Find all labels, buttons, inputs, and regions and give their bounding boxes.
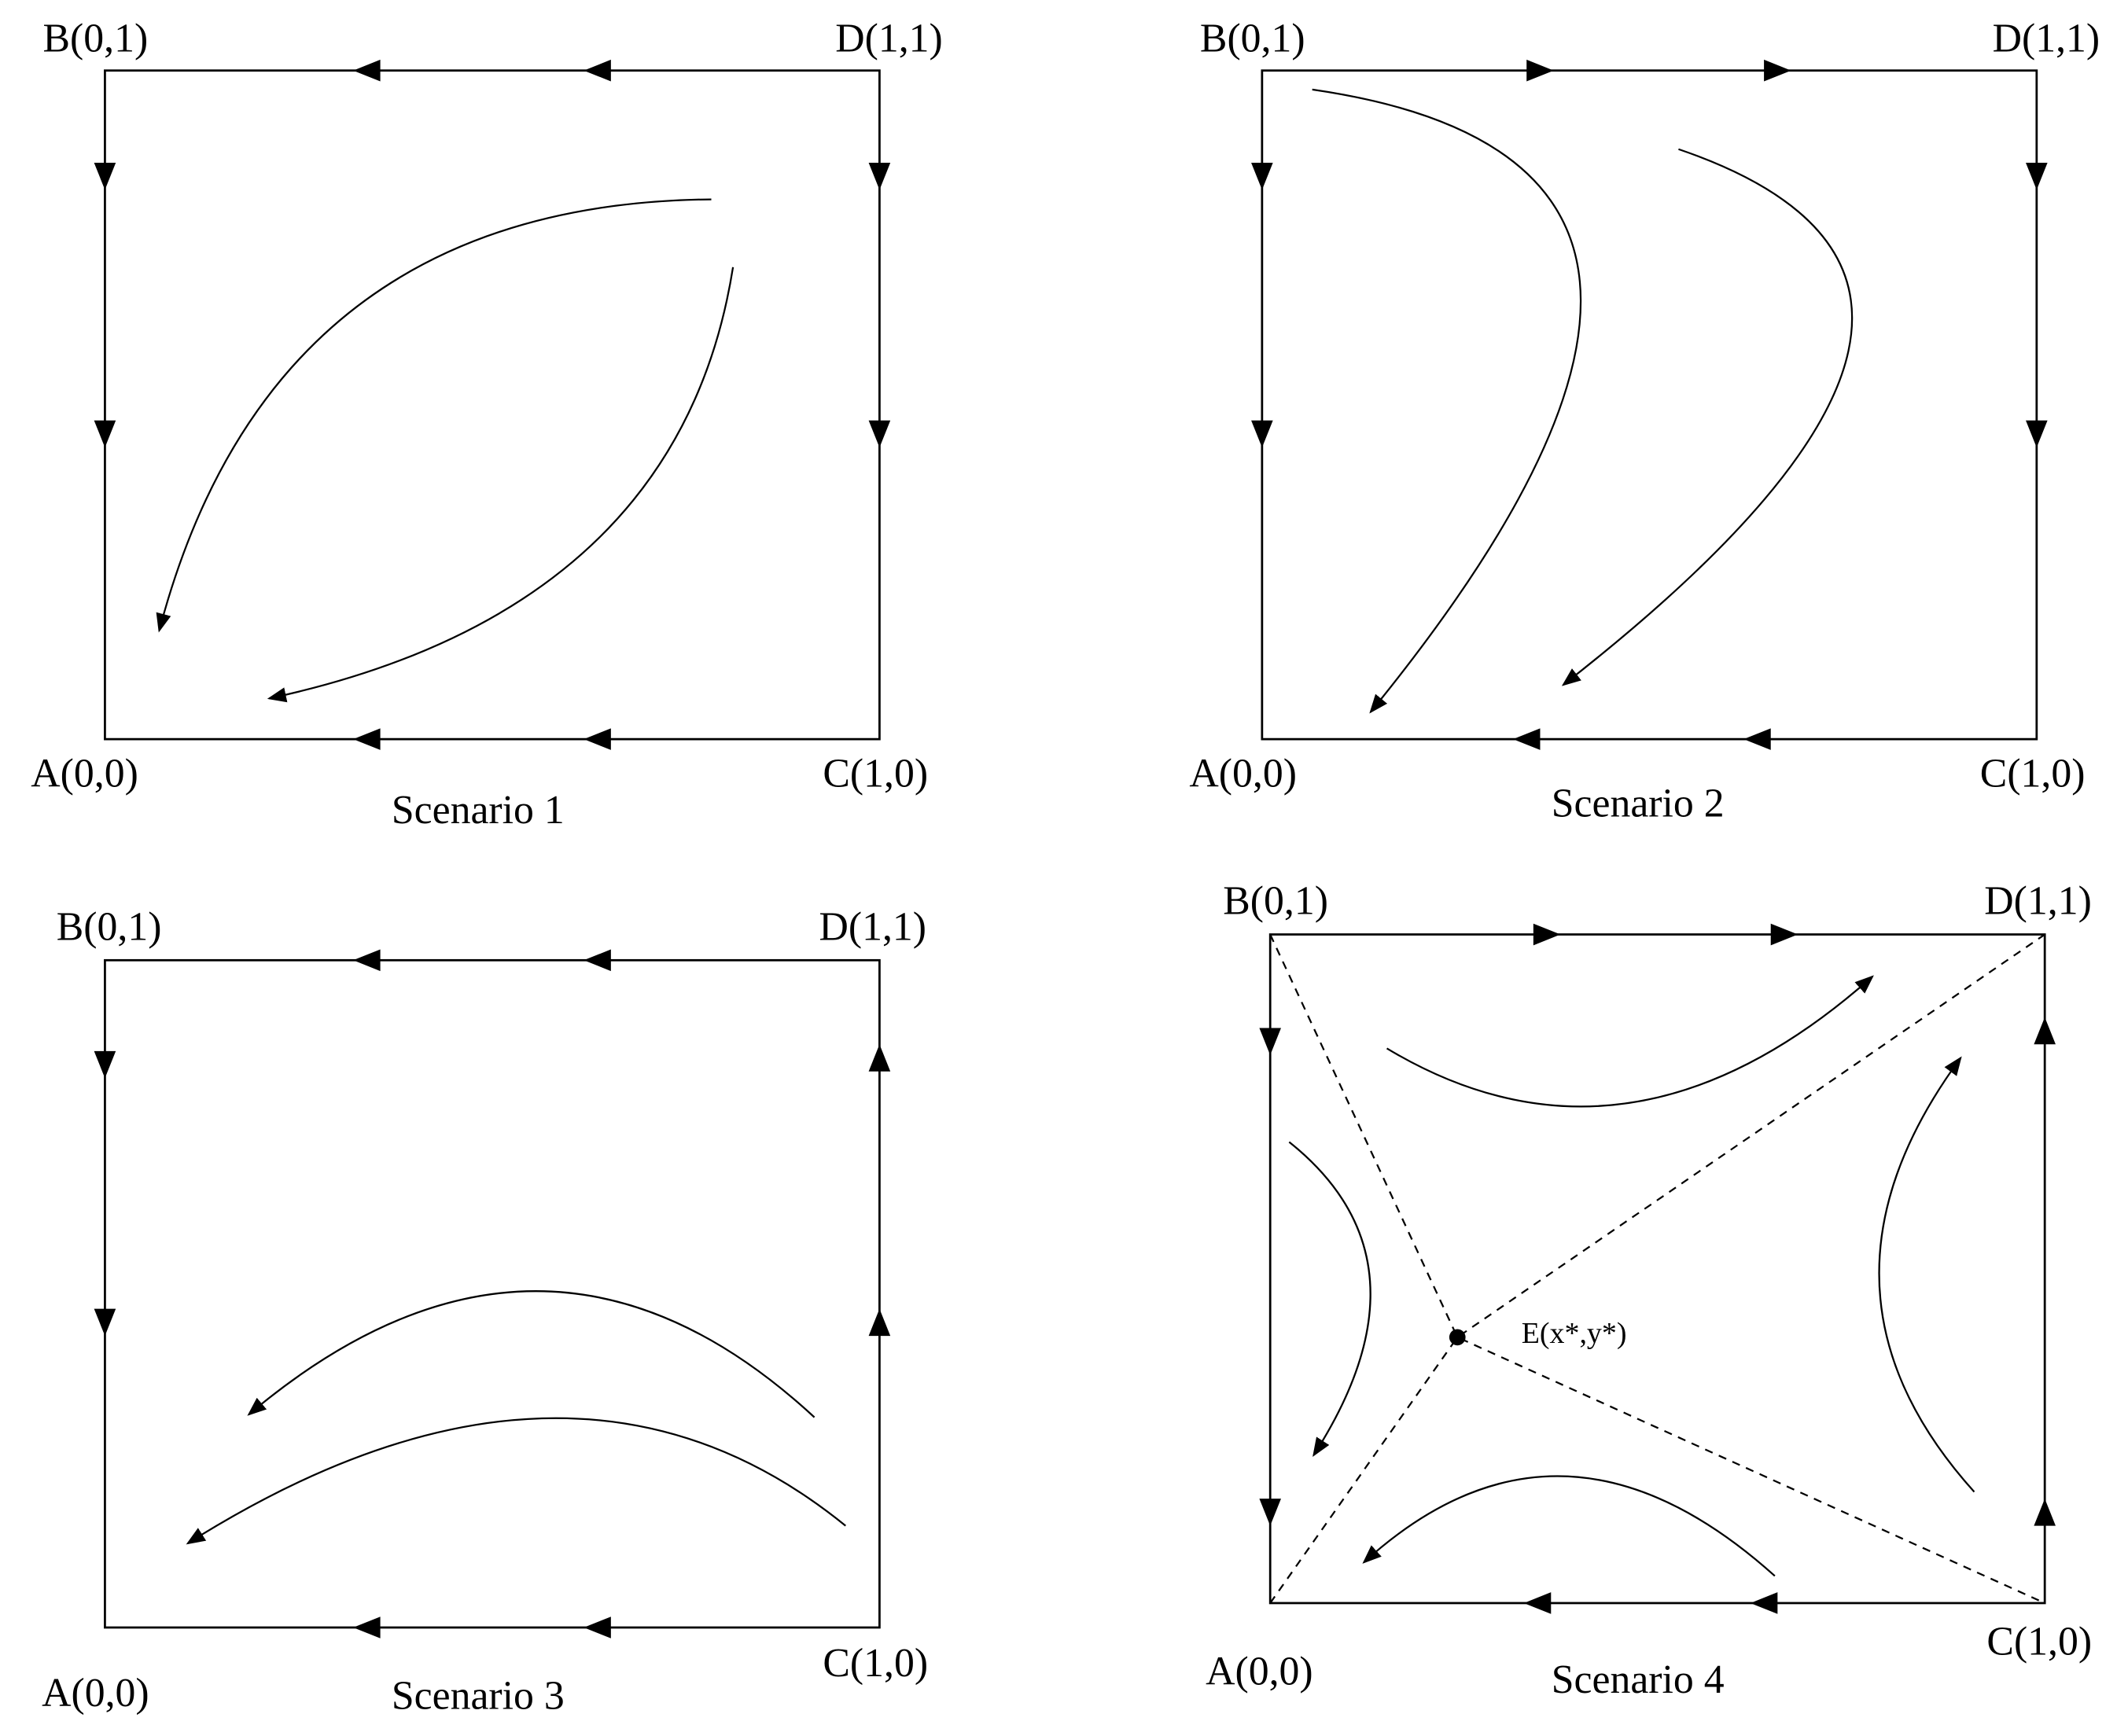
- edge-arrow: [2026, 163, 2048, 190]
- edge-arrow: [1770, 923, 1798, 946]
- caption: Scenario 3: [392, 1673, 565, 1718]
- trajectory: [1386, 975, 1874, 1108]
- edge-arrow: [1523, 1592, 1552, 1614]
- edge-arrow: [353, 1616, 381, 1639]
- edge-arrow: [1251, 163, 1273, 190]
- edge-arrow: [868, 1308, 891, 1337]
- vertex-label: C(1,0): [823, 1641, 928, 1686]
- edge-arrow: [584, 949, 611, 972]
- trajectory: [1362, 1475, 1776, 1577]
- separatrix: [1269, 933, 2045, 1604]
- edge-arrow: [2034, 1017, 2056, 1045]
- edge-arrow: [1526, 59, 1554, 82]
- vertex-label: A(0,0): [1206, 1649, 1313, 1694]
- vertex-label: C(1,0): [1986, 1619, 2092, 1664]
- edge-arrow: [1512, 728, 1541, 750]
- edge-arrow: [94, 163, 116, 190]
- caption: Scenario 2: [1552, 781, 1725, 826]
- vertex-label: C(1,0): [1980, 751, 2086, 796]
- edge-arrow: [2034, 1499, 2056, 1526]
- equilibrium-point: [1449, 1329, 1466, 1346]
- vertex-label: B(0,1): [1223, 879, 1328, 924]
- trajectory: [156, 198, 712, 633]
- edge-arrow: [1259, 1028, 1281, 1056]
- vertex-label: D(1,1): [1984, 879, 2092, 924]
- edge-arrow: [353, 728, 381, 750]
- vertex-label: B(0,1): [57, 904, 162, 949]
- edge-arrow: [353, 949, 381, 972]
- trajectory: [1288, 1141, 1371, 1457]
- edge-arrow: [2026, 420, 2048, 448]
- vertex-label: B(0,1): [43, 17, 149, 61]
- separatrix: [1269, 934, 2045, 1604]
- edge-arrow: [1259, 1499, 1281, 1526]
- edge-arrow: [1251, 420, 1273, 448]
- vertex-label: D(1,1): [835, 17, 943, 61]
- edge-arrow: [868, 1044, 891, 1072]
- edge-arrow: [94, 1308, 116, 1337]
- edge-arrow: [353, 59, 381, 82]
- trajectory: [247, 1290, 815, 1418]
- trajectory: [1312, 88, 1582, 714]
- vertex-label: A(0,0): [42, 1671, 149, 1716]
- trajectory: [186, 1417, 846, 1545]
- edge-arrow: [1743, 728, 1771, 750]
- vertex-label: C(1,0): [823, 751, 928, 796]
- caption: Scenario 1: [392, 788, 565, 833]
- frame: [1268, 933, 2046, 1605]
- frame: [104, 69, 881, 741]
- edge-arrow: [584, 1616, 611, 1639]
- edge-arrow: [584, 59, 611, 82]
- edge-arrow: [1764, 59, 1791, 82]
- vertex-label: D(1,1): [1993, 17, 2100, 61]
- vertex-label: D(1,1): [819, 904, 927, 949]
- vertex-label: A(0,0): [1189, 751, 1297, 796]
- trajectory: [1878, 1056, 1975, 1493]
- edge-arrow: [1533, 923, 1561, 946]
- trajectory: [1561, 148, 1854, 686]
- edge-arrow: [868, 163, 891, 190]
- edge-arrow: [584, 728, 611, 750]
- edge-arrow: [1750, 1592, 1778, 1614]
- frame: [1261, 69, 2038, 741]
- vertex-label: B(0,1): [1200, 17, 1305, 61]
- edge-arrow: [94, 420, 116, 448]
- frame: [104, 958, 881, 1629]
- trajectory: [267, 267, 734, 703]
- caption: Scenario 4: [1552, 1657, 1725, 1702]
- edge-arrow: [868, 420, 891, 448]
- vertex-label: A(0,0): [31, 751, 138, 796]
- equilibrium-label: E(x*,y*): [1522, 1317, 1627, 1350]
- edge-arrow: [94, 1050, 116, 1079]
